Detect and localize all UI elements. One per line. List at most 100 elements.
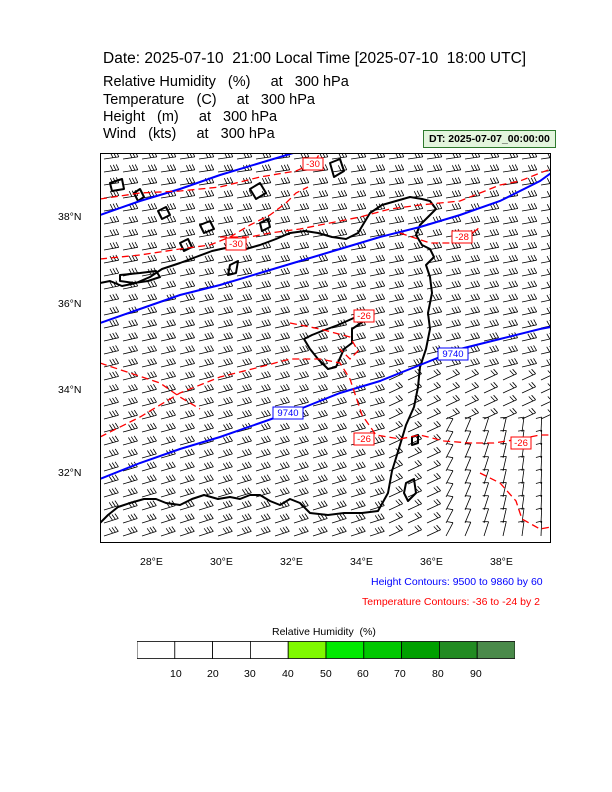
wind-barb	[255, 298, 271, 303]
wind-barb-feather	[185, 294, 190, 301]
wind-barb-feather	[286, 396, 290, 403]
wind-barb-feather	[203, 463, 208, 469]
wind-barb-feather	[432, 320, 437, 327]
wind-barb-feather	[398, 498, 403, 504]
temp-contour-4	[399, 226, 481, 244]
wind-barb-feather	[150, 164, 155, 171]
wind-barb-feather	[223, 307, 228, 314]
wind-barb	[407, 464, 422, 472]
wind-barb	[198, 337, 214, 342]
wind-barb	[350, 466, 366, 472]
wind-barb-feather	[337, 385, 342, 392]
wind-barb-feather	[359, 294, 364, 300]
wind-barb-feather	[508, 281, 513, 288]
wind-barb-feather	[153, 203, 158, 209]
wind-barb-feather	[337, 346, 342, 353]
wind-barb-feather	[355, 528, 360, 534]
wind-barb-feather	[451, 242, 456, 249]
wind-barb-feather	[244, 514, 249, 520]
wind-barb	[331, 440, 347, 446]
wind-barb-feather	[112, 242, 117, 248]
wind-barb-feather	[413, 346, 418, 353]
wind-barb	[369, 505, 385, 511]
wind-barb-feather	[533, 164, 538, 170]
wind-barb-feather	[414, 422, 420, 428]
wind-barb-feather	[531, 153, 535, 158]
wind-barb-feather	[378, 320, 383, 326]
wind-barb-feather	[226, 397, 230, 404]
wind-barb-feather	[547, 370, 551, 375]
wind-barb-feather	[492, 320, 497, 326]
wind-barb-feather	[263, 462, 268, 468]
wind-barb-feather	[379, 153, 383, 158]
wind-barb-feather	[514, 280, 519, 287]
wind-barb	[445, 444, 454, 459]
wind-barb-feather	[495, 332, 499, 338]
wind-barb-feather	[454, 332, 459, 339]
temp-contour-3	[220, 168, 551, 238]
wind-barb	[141, 208, 157, 212]
wind-barb-feather	[266, 422, 271, 429]
colorbar-cell	[476, 641, 515, 659]
wind-barb-feather	[187, 475, 192, 481]
wind-barb-feather	[264, 294, 269, 300]
wind-barb	[274, 298, 290, 303]
wind-barb	[407, 350, 423, 355]
wind-barb-feather	[153, 319, 157, 325]
wind-barb-feather	[509, 396, 515, 402]
wind-barb-feather	[133, 448, 138, 455]
wind-barb	[179, 272, 195, 277]
wind-barb-feather	[546, 178, 551, 184]
wind-barb-feather	[191, 280, 196, 287]
wind-barb	[217, 182, 233, 186]
wind-barb-feather	[321, 268, 326, 274]
wind-barb-feather	[378, 229, 383, 236]
wind-barb	[103, 479, 119, 485]
wind-barb-feather	[471, 383, 477, 389]
wind-barb	[179, 182, 195, 186]
wind-barb-feather	[114, 500, 119, 506]
wind-barb-feather	[223, 372, 228, 379]
wind-barb	[540, 286, 551, 290]
wind-barb-feather	[417, 446, 422, 452]
wind-barb-feather	[152, 487, 157, 493]
wind-barb-feather	[318, 450, 323, 456]
wind-barb-feather	[381, 215, 386, 222]
wind-barb-feather	[400, 203, 405, 209]
wind-barb-feather	[261, 359, 266, 366]
wind-barb-feather	[147, 346, 152, 353]
wind-barb-feather	[286, 306, 291, 312]
wind-barb-feather	[115, 371, 119, 377]
wind-barb-feather	[356, 424, 361, 430]
wind-barb-feather	[280, 229, 285, 236]
wind-barb-feather	[476, 293, 481, 300]
wind-barb	[483, 399, 498, 407]
wind-barb-feather	[242, 333, 247, 340]
wind-barb-feather	[435, 268, 440, 274]
wind-barb-feather	[378, 177, 383, 184]
wind-barb-feather	[518, 416, 525, 419]
wind-barb-feather	[359, 177, 364, 184]
wind-barb-feather	[114, 487, 119, 493]
wind-barb-feather	[228, 500, 233, 506]
wind-barb-feather	[223, 229, 228, 236]
wind-barb-feather	[457, 293, 462, 300]
wind-barb	[388, 477, 403, 485]
wind-barb-feather	[204, 398, 209, 404]
wind-barb-feather	[417, 459, 422, 465]
map-background	[100, 153, 551, 543]
wind-barb-feather	[492, 358, 497, 365]
wind-barb-feather	[147, 320, 152, 327]
wind-barb-feather	[546, 359, 551, 366]
wind-barb	[255, 208, 271, 212]
wind-barb-feather	[508, 307, 513, 314]
wind-barb-feather	[261, 281, 266, 288]
wind-barb-feather	[436, 459, 441, 465]
wind-barb-feather	[226, 294, 231, 300]
wind-barb	[312, 285, 328, 290]
wind-barb	[445, 156, 461, 160]
wind-barb-feather	[509, 370, 515, 376]
wind-barb-feather	[299, 268, 304, 275]
wind-barb	[122, 492, 138, 498]
wind-barb-feather	[514, 241, 519, 248]
